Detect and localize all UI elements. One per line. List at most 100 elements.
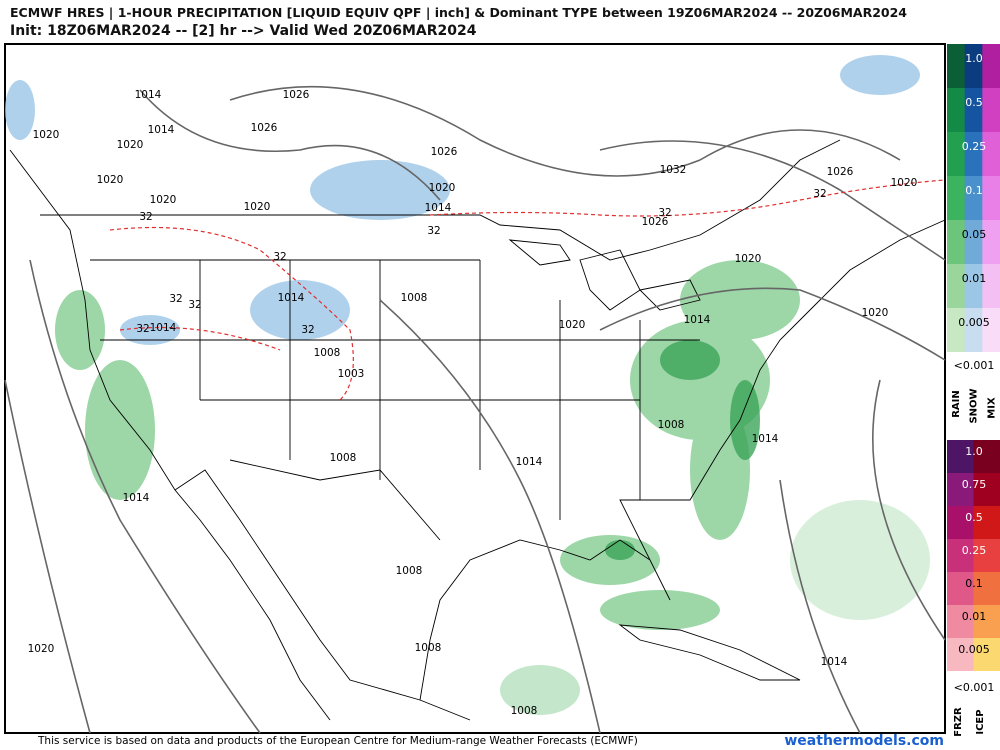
legend-label: 0.25 (962, 140, 987, 153)
legend-swatch (973, 638, 1000, 671)
legend-swatch (964, 88, 983, 132)
legend-label: 0.5 (965, 511, 983, 524)
freezing-line (109, 179, 946, 401)
isobar-label: 1008 (415, 642, 442, 654)
legend-swatch (973, 506, 1000, 539)
legend-swatch (947, 220, 966, 264)
legend-label: 0.1 (965, 577, 983, 590)
legend-swatch (982, 132, 1000, 176)
legend-swatch (947, 506, 974, 539)
legend-label: 1.0 (965, 52, 983, 65)
legend-label: 0.01 (962, 610, 987, 623)
legend-label: 0.75 (962, 478, 987, 491)
isobar-label: 32 (813, 188, 826, 200)
isobar-label: 1020 (97, 174, 124, 186)
legend-swatch (947, 638, 974, 671)
legend-label: 0.25 (962, 544, 987, 557)
isobar-label: 1032 (660, 164, 687, 176)
legend: 1.0 0.5 0.25 0.1 0.05 0.01 0.005 <0.001 RAIN SNOW… (947, 44, 1000, 737)
legend-type: RAIN (951, 390, 962, 418)
coastline (9, 149, 946, 721)
isobar-label: 1014 (516, 456, 543, 468)
legend-floor: <0.001 (954, 359, 995, 372)
isobar-label: 1020 (559, 319, 586, 331)
isobar-label: 1014 (148, 124, 175, 136)
isobar-label: 1026 (431, 146, 458, 158)
isobar-label: 1014 (278, 292, 305, 304)
site-link[interactable]: weathermodels.com (784, 733, 944, 749)
legend-swatch (973, 572, 1000, 605)
isobar-label: 32 (273, 251, 286, 263)
legend-swatch (982, 44, 1000, 88)
legend-swatch (947, 264, 966, 308)
legend-floor: <0.001 (954, 681, 995, 694)
subtitle: Init: 18Z06MAR2024 -- [2] hr --> Valid W… (10, 23, 477, 39)
isobar-label: 1014 (425, 202, 452, 214)
isobar-label: 1020 (244, 201, 271, 213)
legend-swatch (947, 132, 966, 176)
legend-swatch (947, 605, 974, 638)
isobar-label: 1026 (283, 89, 310, 101)
isobar-label: 32 (658, 207, 671, 219)
cuba (618, 624, 801, 681)
legend-type: SNOW (969, 388, 980, 423)
legend-type: FRZR (953, 707, 964, 737)
legend-label: 0.01 (962, 272, 987, 285)
legend-swatch (982, 88, 1000, 132)
isobar-label: 1014 (684, 314, 711, 326)
legend-swatch (964, 132, 983, 176)
legend-swatch (947, 572, 974, 605)
isobar-label: 32 (301, 324, 314, 336)
isobar-label: 32 (427, 225, 440, 237)
credit: This service is based on data and produc… (37, 735, 638, 747)
legend-swatch (973, 440, 1000, 473)
isobar-label: 1020 (33, 129, 60, 141)
map-frame (4, 43, 946, 734)
isobar-label: 1008 (314, 347, 341, 359)
legend-swatch (964, 176, 983, 220)
isobar-labels: 1014 1026 1014 1026 1020 1020 1026 1020 1032 1026… (28, 89, 918, 717)
legend-swatch (947, 176, 966, 220)
isobar-label: 1003 (338, 368, 365, 380)
isobar-label: 32 (188, 299, 201, 311)
isobar-label: 1020 (891, 177, 918, 189)
map: 1014 1026 1014 1026 1020 1020 1026 1020 1032 1026… (4, 43, 946, 734)
legend-swatch (947, 440, 974, 473)
legend-type: MIX (986, 397, 997, 419)
snow-areas (5, 55, 920, 345)
legend-type: ICEP (975, 709, 986, 734)
rain-areas (55, 260, 930, 715)
legend-swatch (982, 220, 1000, 264)
legend-swatch (947, 473, 974, 506)
legend-swatch (964, 308, 983, 352)
isobar-label: 1026 (827, 166, 854, 178)
title: ECMWF HRES | 1-HOUR PRECIPITATION [LIQUI… (10, 5, 907, 20)
isobar-label: 32 (139, 211, 152, 223)
isobar-label: 1026 (251, 122, 278, 134)
legend-swatch (964, 44, 983, 88)
isobar-label: 1014 (135, 89, 162, 101)
legend-swatch (973, 473, 1000, 506)
isobar-label: 1020 (429, 182, 456, 194)
isobar-label: 1014 (752, 433, 779, 445)
legend-label: 0.1 (965, 184, 983, 197)
legend-swatch (982, 264, 1000, 308)
isobar-label: 1008 (658, 419, 685, 431)
legend-label: 1.0 (965, 445, 983, 458)
legend-label: 0.05 (962, 228, 987, 241)
great-lakes (508, 239, 701, 311)
isobar-label: 1014 (123, 492, 150, 504)
isobar-label: 1014 (150, 322, 177, 334)
isobar-label: 1008 (330, 452, 357, 464)
legend-swatch (964, 264, 983, 308)
isobar-label: 1008 (511, 705, 538, 717)
isobar-label: 1020 (28, 643, 55, 655)
isobar-label: 1026 (642, 216, 669, 228)
legend-swatch (947, 44, 966, 88)
legend-swatch (982, 308, 1000, 352)
legend-swatch (947, 539, 974, 572)
isobar-label: 32 (169, 293, 182, 305)
legend-swatch (973, 605, 1000, 638)
legend-label: 0.005 (958, 316, 990, 329)
